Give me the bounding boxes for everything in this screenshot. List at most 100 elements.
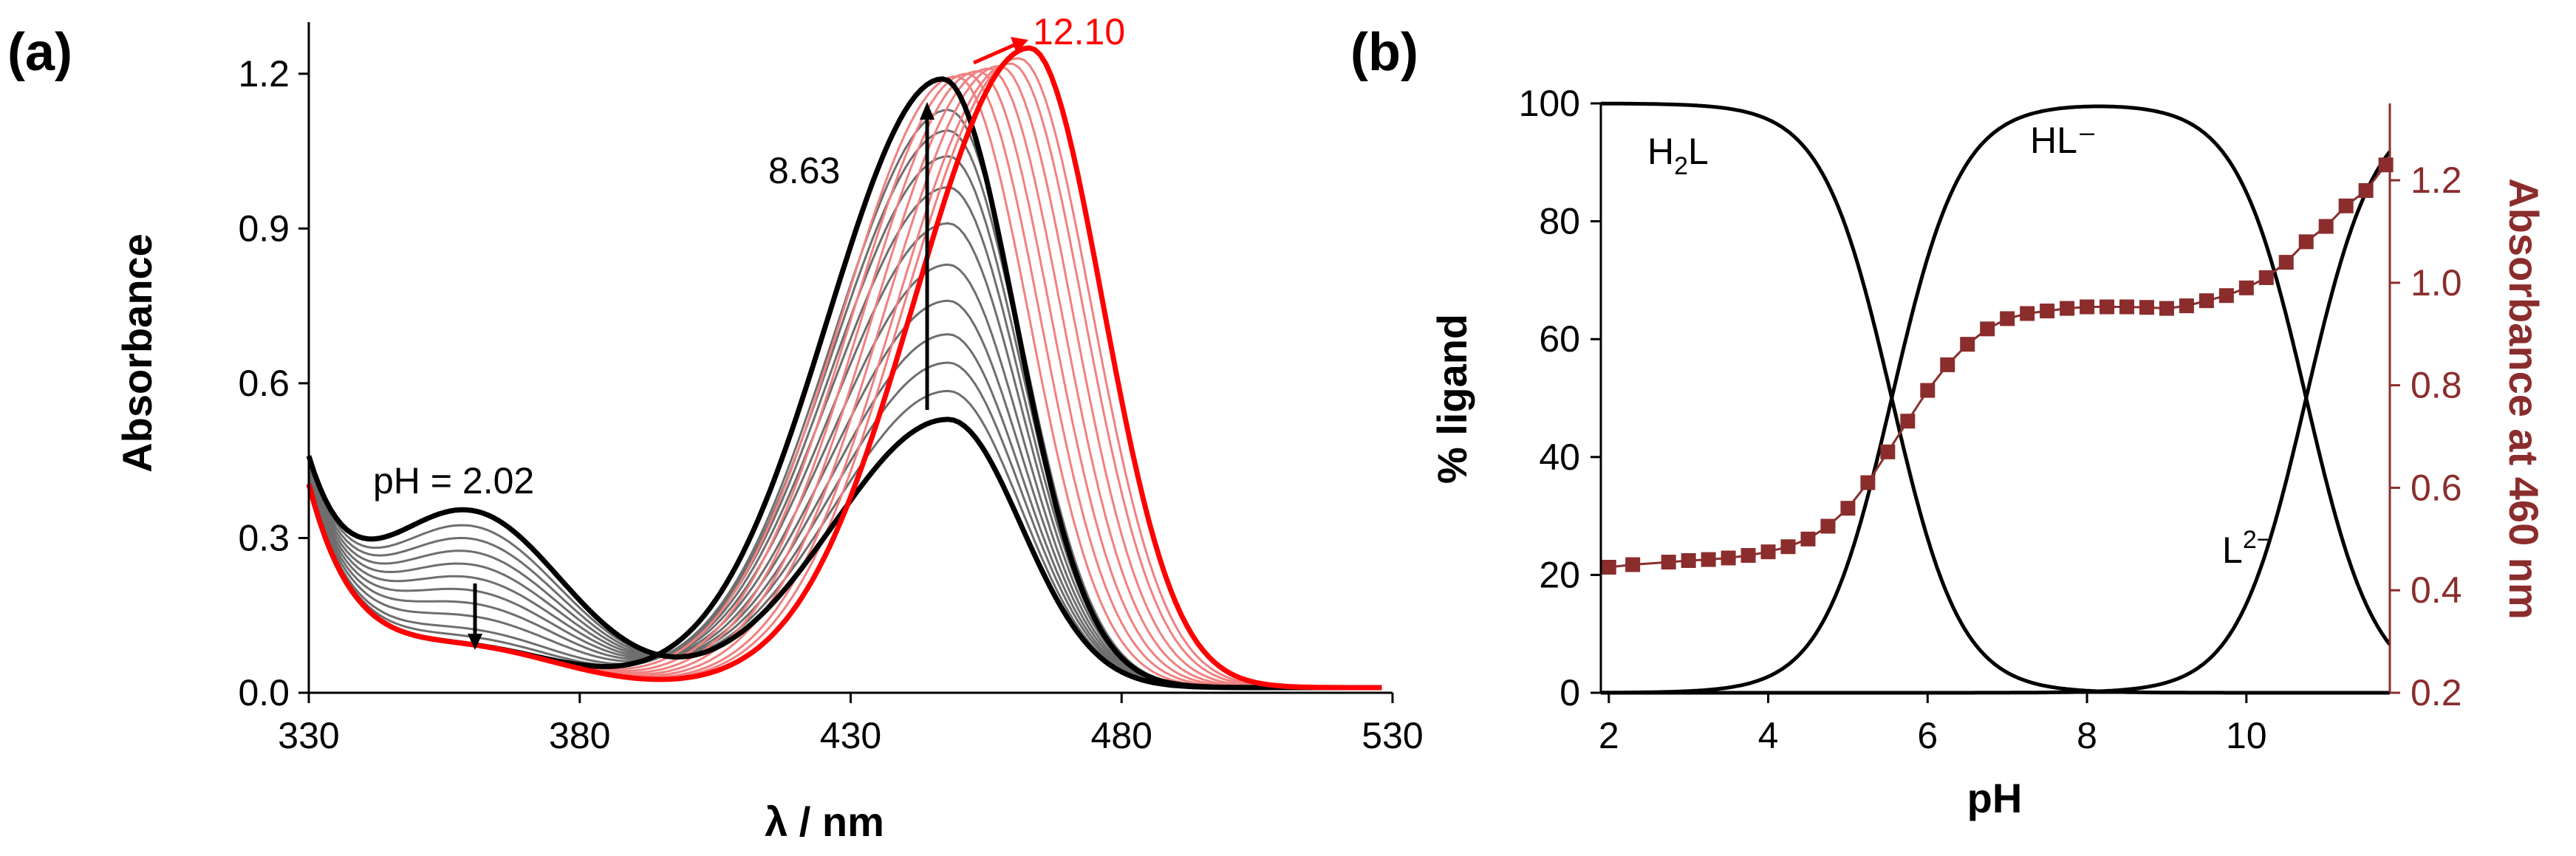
b-y2-tick-label: 1.2 [2411,160,2462,201]
b-y-axis-title: % ligand [1429,314,1475,484]
panel-a: (a) 330 380 430 480 530 0.0 0.3 0.6 0.9 1.2 pH = … [7,11,1424,845]
a-y-tick-label: 1.2 [238,53,290,95]
panel-b: (b) 2 4 6 8 100204060801000.20.40.60.81.01.2… [1350,23,2547,821]
b-x-axis-title: pH [1967,775,2023,821]
spectrum-line [307,72,1382,689]
species-hl-curve [1601,104,2391,695]
b-x-tick-label: 8 [2077,715,2097,756]
absorbance-point [2080,299,2095,315]
absorbance-point [1740,548,1756,564]
absorbance-point [2358,182,2374,198]
spectrum-line [307,222,1382,689]
a-x-tick-label: 380 [549,715,610,756]
a-x-tick-label: 430 [820,715,881,756]
absorbance-point [1760,544,1776,560]
absorbance-point [2159,301,2174,316]
spectrum-line [306,76,1382,691]
absorbance-point [2338,198,2354,213]
a-x-tick-label: 530 [1362,715,1423,756]
species-h2l-curve [1601,101,2390,695]
b-y2-tick-label: 0.8 [2411,365,2462,406]
absorbance-point [1601,559,1616,575]
species-l-curve [1601,150,2391,695]
absorbance-point [2040,304,2055,319]
absorbance-line [1608,164,2387,569]
absorbance-point [2020,306,2035,321]
absorbance-point [1860,475,1876,490]
absorbance-point [2258,270,2274,285]
b-y-tick-label: 20 [1539,554,1580,595]
absorbance-point [2179,298,2194,314]
a-y-axis-title: Absorbance [114,233,160,473]
label-ph-start: pH = 2.02 [373,460,534,501]
b-y2-tick-label: 0.4 [2411,569,2462,611]
arrow-head-up-peak [920,102,935,120]
label-ph-end: 12.10 [1033,11,1125,52]
absorbance-point [2139,300,2154,315]
spectrum-line [307,109,1382,689]
absorbance-point [1960,337,1975,352]
spectrum-line [307,75,1382,689]
absorbance-point [1940,357,1955,372]
absorbance-series [1601,157,2394,575]
species-curves [1601,101,2391,695]
absorbance-point [2100,299,2115,315]
absorbance-point [1681,552,1696,568]
b-y2-tick-label: 1.0 [2411,262,2462,304]
absorbance-point [2278,255,2294,270]
absorbance-point [1880,444,1896,459]
a-x-axis-title: λ / nm [765,798,884,845]
b-y-tick-label: 0 [1559,672,1580,713]
panel-b-label: (b) [1350,23,1418,82]
absorbance-point [2119,299,2134,315]
absorbance-point [1800,531,1816,547]
a-axis-ticks: 330 380 430 480 530 0.0 0.3 0.6 0.9 1.2 [238,53,1423,756]
absorbance-point [1900,414,1916,429]
a-y-tick-label: 0.3 [238,517,290,558]
species-label-h2l: H2L [1647,131,1709,180]
absorbance-point [1820,518,1836,534]
b-x-tick-label: 2 [1599,715,1619,756]
absorbance-point [2318,219,2334,234]
absorbance-point [2199,293,2214,309]
a-y-tick-label: 0.9 [238,208,290,249]
b-y2-axis-title: Absorbance at 460 nm [2501,178,2547,620]
b-x-tick-label: 4 [1758,715,1779,756]
absorbance-point [2000,311,2015,326]
b-y-tick-label: 80 [1539,201,1580,242]
arrow-head-red-shift [1011,37,1028,53]
b-x-tick-label: 6 [1917,715,1938,756]
a-x-tick-label: 480 [1091,715,1152,756]
panel-a-label: (a) [7,23,72,82]
spectrum-line [307,155,1382,689]
b-y-tick-label: 100 [1519,83,1580,124]
b-y2-tick-label: 0.2 [2411,672,2462,713]
arrow-red-shift [972,42,1017,65]
absorbance-point [2060,301,2075,316]
absorbance-point [2238,280,2254,295]
spectrum-line [306,45,1382,691]
spectra-curves [306,45,1382,691]
a-x-tick-label: 330 [278,715,339,756]
absorbance-point [1661,555,1676,570]
label-ph-mid: 8.63 [768,150,840,191]
b-y-tick-label: 60 [1539,318,1580,360]
absorbance-point [2378,157,2394,173]
a-y-tick-label: 0.6 [238,363,290,404]
b-y2-tick-label: 0.6 [2411,467,2462,508]
absorbance-point [1780,539,1796,555]
b-y-tick-label: 40 [1539,436,1580,478]
absorbance-point [2218,288,2234,304]
species-label-l: L2− [2222,526,2272,571]
absorbance-point [1980,321,1995,337]
absorbance-point [1920,383,1936,398]
a-y-tick-label: 0.0 [238,672,290,713]
absorbance-point [1840,501,1856,516]
absorbance-point [2298,234,2314,250]
arrow-head-down-shoulder [468,634,482,650]
species-label-hl: HL⁻ [2030,120,2097,161]
absorbance-point [1721,550,1736,566]
b-x-tick-label: 10 [2226,715,2267,756]
